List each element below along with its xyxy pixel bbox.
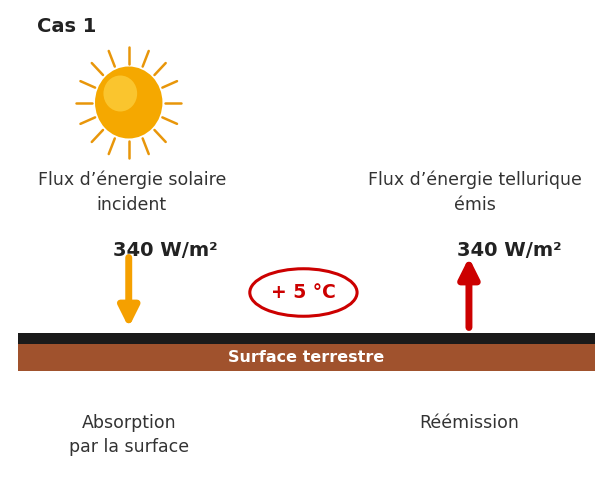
Text: Surface terrestre: Surface terrestre xyxy=(229,350,384,365)
Text: 340 W/m²: 340 W/m² xyxy=(457,240,562,260)
Text: Flux d’énergie tellurique
émis: Flux d’énergie tellurique émis xyxy=(368,171,582,214)
Ellipse shape xyxy=(95,66,162,138)
Text: Absorption
par la surface: Absorption par la surface xyxy=(69,414,189,457)
Bar xyxy=(18,332,595,344)
Ellipse shape xyxy=(250,269,357,316)
Text: Réémission: Réémission xyxy=(419,414,519,432)
Bar xyxy=(18,344,595,371)
Text: Cas 1: Cas 1 xyxy=(37,18,96,36)
Text: + 5 °C: + 5 °C xyxy=(271,283,336,302)
Text: Flux d’énergie solaire
incident: Flux d’énergie solaire incident xyxy=(37,171,226,214)
Ellipse shape xyxy=(104,76,137,112)
Text: 340 W/m²: 340 W/m² xyxy=(113,240,218,260)
